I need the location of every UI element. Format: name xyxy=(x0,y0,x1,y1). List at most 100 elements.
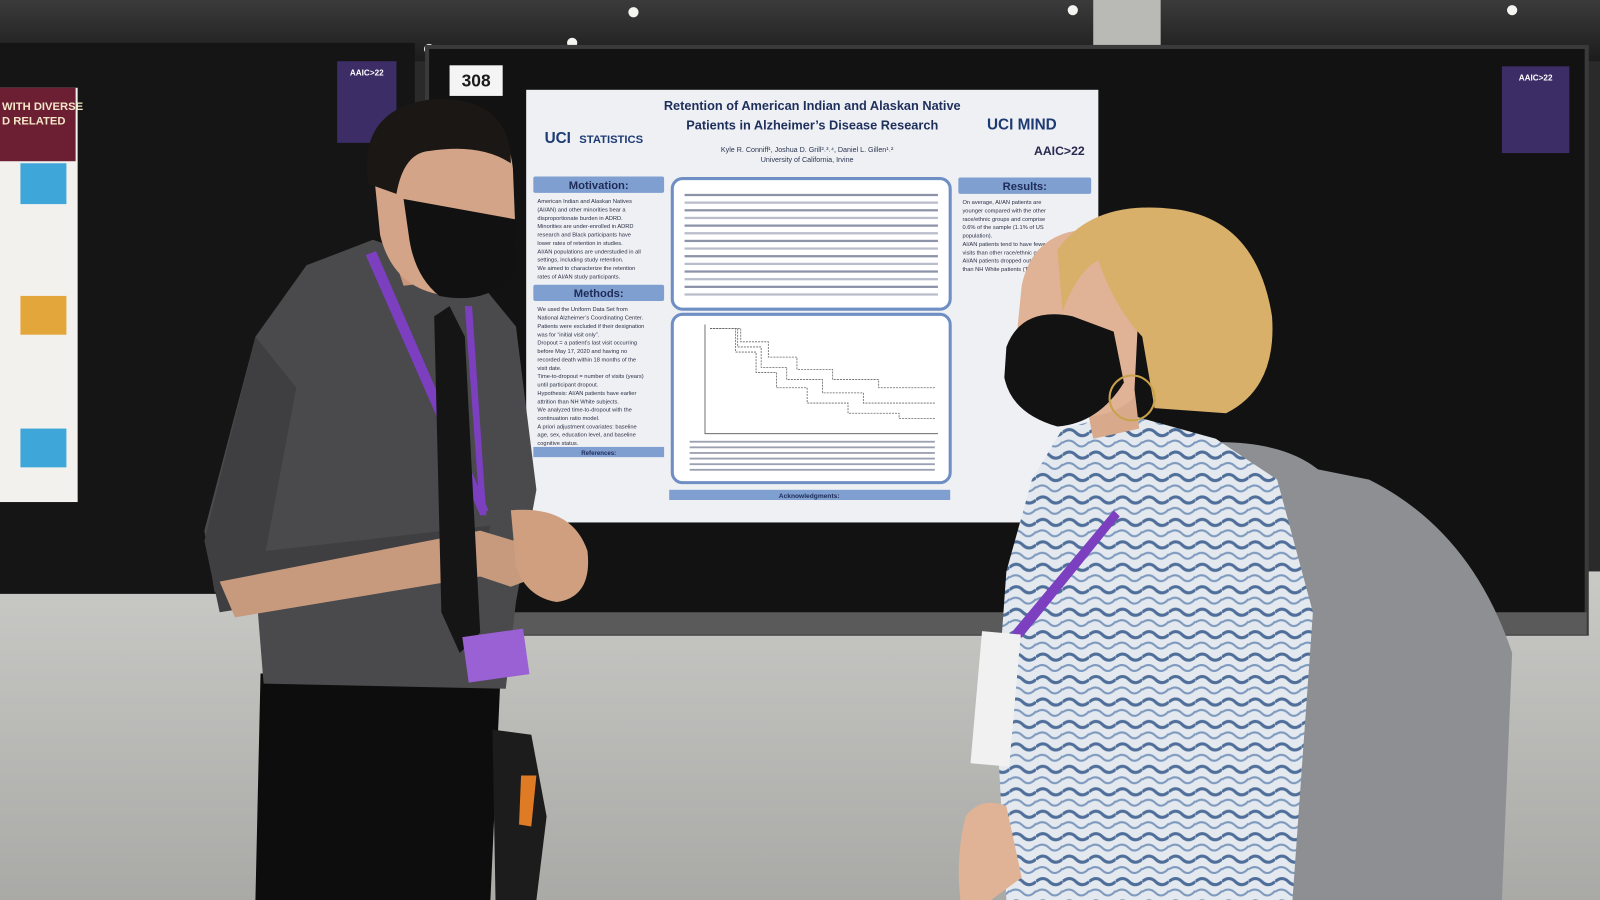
woman-badge xyxy=(970,631,1021,767)
people xyxy=(204,98,1513,900)
table-row xyxy=(684,293,938,296)
poster-affiliation: University of California, Irvine xyxy=(761,156,854,164)
section-bullet: AI/AN populations are understudied in al… xyxy=(537,249,640,255)
acknowledgments-bar xyxy=(669,489,951,500)
table-row xyxy=(684,239,938,243)
section-bullet: research and Black participants have xyxy=(537,233,631,239)
left-poster-box xyxy=(20,428,67,468)
booth-number-card xyxy=(449,65,503,96)
section-bullet: American Indian and Alaskan Natives xyxy=(537,199,632,205)
section-header xyxy=(958,177,1092,194)
table-panel xyxy=(670,177,952,311)
logo-uci-mind: UCI MIND xyxy=(987,117,1057,134)
woman-hand xyxy=(958,802,1022,900)
section-bullet: cognitive status. xyxy=(537,441,578,447)
section-bullet: National Alzheimer’s Coordinating Center… xyxy=(537,316,643,322)
logo-aaic: AAIC>22 xyxy=(1034,144,1085,158)
ceiling-light xyxy=(1067,5,1078,16)
section-bullet: Hypothesis: AI/AN patients have earlier xyxy=(537,391,636,397)
poster-title: Retention of American Indian and Alaskan… xyxy=(664,98,961,113)
section-bullet: Patients were excluded if their designat… xyxy=(537,324,644,330)
table-row xyxy=(684,232,938,235)
woman-earring xyxy=(1108,374,1156,422)
section-bullet: population). xyxy=(962,234,992,240)
section-header xyxy=(533,284,665,302)
section-bullet: recorded death within 18 months of the xyxy=(537,357,636,363)
section-bullet: was for “initial visit only”. xyxy=(536,332,599,338)
table-row xyxy=(684,193,938,197)
section-bullet: AI/AN patients dropped out earlier xyxy=(962,259,1048,265)
acknowledgments-heading: Acknowledgments: xyxy=(779,493,840,500)
man-pants xyxy=(255,673,501,900)
section-bullet: Time-to-dropout = number of visits (year… xyxy=(537,374,643,380)
section-bullet: settings, including study retention. xyxy=(537,258,623,264)
km-curve xyxy=(710,328,935,404)
section-bullet: AI/AN patients tend to have fewer xyxy=(962,242,1047,248)
table-row xyxy=(684,262,938,265)
section-bullet: visit date. xyxy=(537,366,562,372)
backpack xyxy=(1144,442,1513,900)
table-row xyxy=(684,255,938,258)
section-bullet: On average, AI/AN patients are xyxy=(962,200,1041,206)
section-header xyxy=(533,176,665,193)
side-badge-text: AAIC>22 xyxy=(1519,74,1553,83)
references-heading: References: xyxy=(581,450,616,457)
woman-mask xyxy=(1004,314,1124,427)
left-poster-header xyxy=(0,87,76,162)
left-poster-box xyxy=(20,295,67,335)
section-bullet: race/ethnic groups and comprise xyxy=(962,217,1045,223)
table-row xyxy=(684,247,938,250)
poster-title: Patients in Alzheimer’s Disease Research xyxy=(686,118,938,133)
section-bullet: visits than other race/ethnic groups. xyxy=(962,250,1053,256)
risk-row xyxy=(689,463,935,466)
side-badge-text: AAIC>22 xyxy=(350,69,384,78)
section-bullet: We analyzed time-to-dropout with the xyxy=(537,408,631,414)
figure-axes xyxy=(704,324,938,435)
logo-statistics: STATISTICS xyxy=(579,134,643,146)
ceiling-light xyxy=(628,7,639,18)
section-bullet: Minorities are under-enrolled in ADRD xyxy=(537,224,633,230)
risk-row xyxy=(689,446,935,449)
table-row xyxy=(684,209,938,212)
section-bullet: Dropout = a patient’s last visit occurri… xyxy=(537,341,637,347)
bag-stripe xyxy=(519,775,537,827)
section-bullet: until participant dropout. xyxy=(537,383,598,389)
section-bullet: We aimed to characterize the retention xyxy=(537,266,635,272)
table-row xyxy=(684,216,938,220)
section-bullet: disproportionate burden in ADRD. xyxy=(537,216,623,222)
km-curve xyxy=(710,328,935,419)
man-tie xyxy=(434,306,481,654)
woman-lanyard xyxy=(1011,510,1120,638)
section-bullet: (AI/AN) and other minorities bear a xyxy=(537,207,626,213)
figure-panel xyxy=(670,312,952,485)
section-bullet: lower rates of retention in studies. xyxy=(537,241,623,247)
risk-row xyxy=(689,457,935,460)
risk-row xyxy=(689,452,935,454)
booth-number: 308 xyxy=(462,71,491,91)
pillar xyxy=(1093,0,1161,52)
section-bullet: attrition than NH White subjects. xyxy=(537,399,619,405)
woman-hair xyxy=(1057,207,1273,414)
poster-authors: Kyle R. Conniff¹, Joshua D. Grill²˒³˒⁴, … xyxy=(721,146,894,154)
risk-row xyxy=(689,440,935,443)
section-bullet: We used the Uniform Data Set from xyxy=(537,307,628,313)
references-bar xyxy=(533,446,665,458)
left-poster-title: WITH DIVERSE xyxy=(2,101,84,113)
man-hand xyxy=(510,509,589,603)
section-heading: Motivation: xyxy=(569,180,629,192)
table-row xyxy=(684,201,938,204)
man-badge xyxy=(462,628,530,683)
table-row xyxy=(684,224,938,227)
section-bullet: younger compared with the other xyxy=(962,208,1046,214)
left-poster-box xyxy=(20,163,67,205)
woman-blouse xyxy=(996,413,1313,900)
ceiling-light xyxy=(1507,5,1518,16)
table-row xyxy=(684,285,938,288)
man-hair xyxy=(366,98,511,194)
table-row xyxy=(684,278,938,281)
km-curve xyxy=(710,328,935,389)
section-bullet: than NH White patients (Table 2). xyxy=(962,267,1046,273)
section-heading: Methods: xyxy=(574,288,624,300)
